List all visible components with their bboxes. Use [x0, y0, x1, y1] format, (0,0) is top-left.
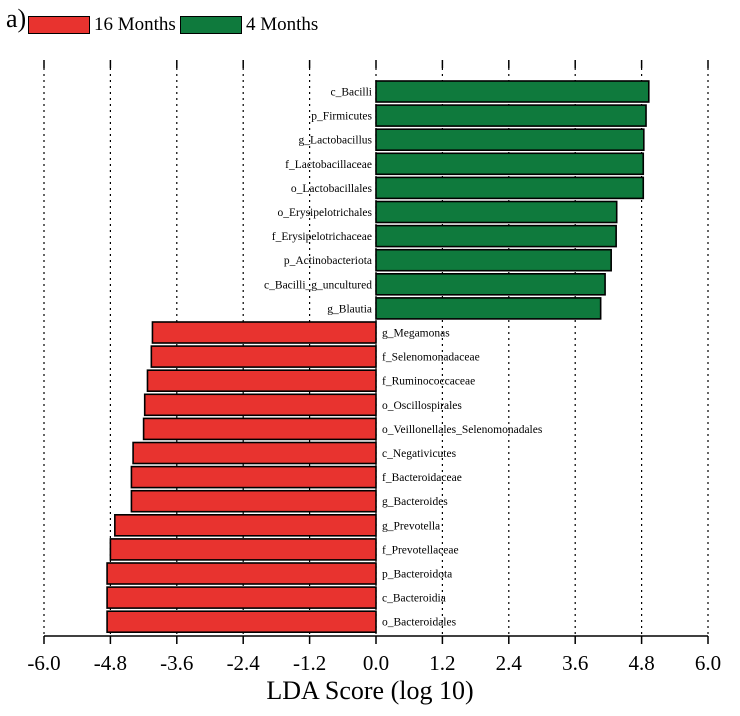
- bar-label: g_Blautia: [327, 303, 372, 315]
- bar-o_Veillonellales_Selenomonadales: [142, 417, 377, 441]
- bar-label: f_Prevotellaceae: [382, 544, 459, 556]
- bar-label: f_Lactobacillaceae: [285, 159, 372, 171]
- bar-label: o_Veillonellales_Selenomonadales: [382, 424, 543, 436]
- legend-label-16-months: 16 Months: [94, 14, 176, 35]
- legend-item-4-months: 4 Months: [180, 14, 318, 36]
- bar-label: f_Erysipelotrichaceae: [272, 231, 372, 243]
- x-tick-label: 6.0: [695, 651, 721, 675]
- x-tick-label: 2.4: [496, 651, 523, 675]
- bar-label: c_Bacilli_g_uncultured: [264, 279, 372, 291]
- bar-label: g_Prevotella: [382, 520, 440, 532]
- legend-label-4-months: 4 Months: [246, 14, 319, 35]
- x-tick-label: -4.8: [94, 651, 127, 675]
- bar-g_Bacteroides: [130, 489, 377, 513]
- bar-p_Actinobacteriota: [375, 248, 612, 272]
- bar-o_Oscillospirales: [143, 393, 377, 417]
- bar-p_Bacteroidota: [106, 562, 377, 585]
- bar-o_Lactobacillales: [375, 176, 645, 200]
- bar-f_Erysipelotrichaceae: [375, 224, 617, 248]
- bar-label: g_Megamonas: [382, 328, 450, 340]
- bar-f_Ruminococcaceae: [146, 369, 377, 393]
- bar-f_Lactobacillaceae: [375, 152, 645, 176]
- bar-label: o_Erysipelotrichales: [277, 207, 372, 219]
- bar-c_Bacilli_g_uncultured: [375, 272, 606, 296]
- legend-swatch-4-months: [180, 16, 242, 34]
- bar-label: c_Bacilli: [330, 87, 372, 99]
- bar-label: f_Bacteroidaceae: [382, 472, 462, 484]
- bar-label: g_Bacteroides: [382, 496, 448, 508]
- bar-c_Negativicutes: [132, 441, 377, 465]
- bar-p_Firmicutes: [375, 104, 647, 127]
- x-tick-label: 4.8: [628, 651, 654, 675]
- legend-item-16-months: 16 Months: [28, 14, 176, 36]
- x-tick-label: -3.6: [160, 651, 193, 675]
- bar-label: o_Oscillospirales: [382, 400, 462, 412]
- x-tick-label: -1.2: [293, 651, 326, 675]
- bar-label: c_Bacteroidia: [382, 593, 446, 605]
- bar-g_Megamonas: [151, 321, 377, 344]
- x-tick-label: -6.0: [27, 651, 60, 675]
- x-axis-label: LDA Score (log 10): [266, 676, 474, 705]
- bar-o_Bacteroidales: [106, 610, 377, 634]
- legend-swatch-16-months: [28, 16, 90, 34]
- bar-g_Blautia: [375, 297, 602, 320]
- bar-f_Selenomonadaceae: [150, 345, 377, 368]
- x-tick-label: -2.4: [227, 651, 261, 675]
- bar-label: g_Lactobacillus: [299, 135, 373, 147]
- bar-f_Prevotellaceae: [109, 538, 377, 561]
- x-tick-label: 0.0: [363, 651, 389, 675]
- bar-label: f_Selenomonadaceae: [382, 352, 480, 364]
- bar-label: o_Bacteroidales: [382, 617, 457, 629]
- x-tick-label: 3.6: [562, 651, 588, 675]
- bar-label: p_Bacteroidota: [382, 569, 452, 581]
- bar-label: p_Firmicutes: [311, 111, 372, 123]
- x-tick-label: 1.2: [429, 651, 455, 675]
- bar-g_Lactobacillus: [375, 128, 645, 151]
- bar-label: c_Negativicutes: [382, 448, 457, 460]
- bar-f_Bacteroidaceae: [130, 465, 377, 489]
- bar-c_Bacilli: [375, 80, 650, 103]
- bar-label: o_Lactobacillales: [291, 183, 373, 195]
- bar-label: f_Ruminococcaceae: [382, 376, 475, 388]
- bar-c_Bacteroidia: [106, 586, 377, 609]
- bar-g_Prevotella: [114, 513, 377, 537]
- panel-label: a): [6, 4, 27, 33]
- bar-label: p_Actinobacteriota: [284, 255, 372, 267]
- bar-o_Erysipelotrichales: [375, 200, 618, 224]
